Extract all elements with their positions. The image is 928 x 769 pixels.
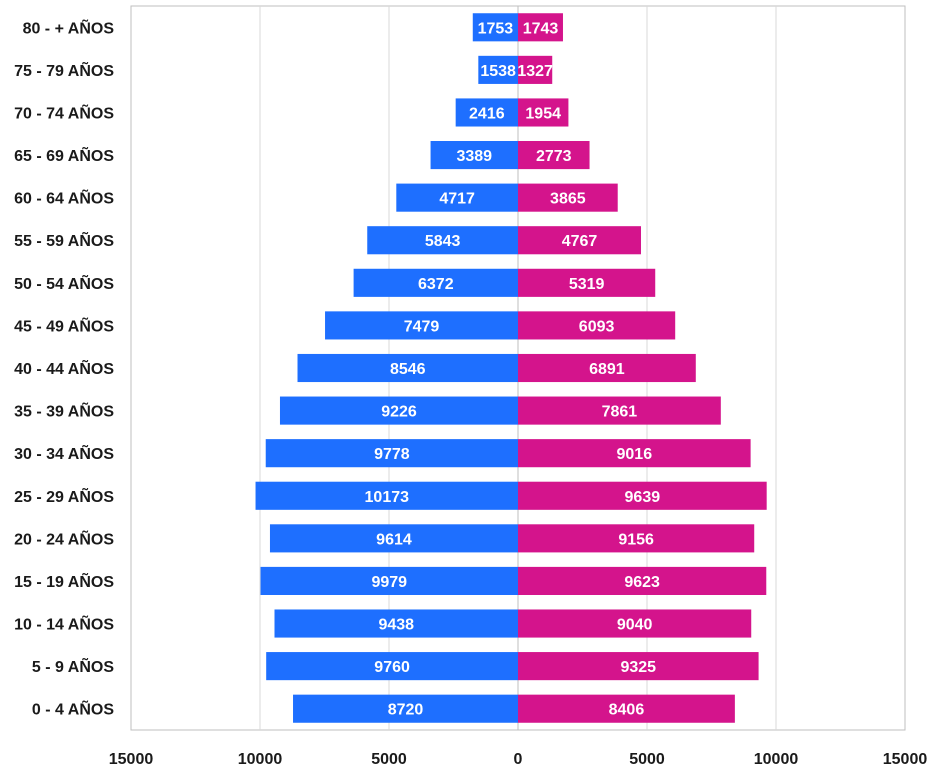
category-label-16: 0 - 4 AÑOS: [32, 699, 114, 719]
bar-left-7: [325, 311, 518, 340]
data-label-left-16: 8720: [388, 702, 424, 719]
bar-right-8: [518, 353, 696, 383]
data-label-left-13: 9979: [371, 574, 407, 591]
bar-left-5: [367, 226, 518, 255]
data-label-right-14: 9040: [617, 617, 653, 634]
bar-right-7: [518, 311, 676, 340]
bar-right-12: [518, 524, 755, 553]
data-label-right-10: 9016: [617, 446, 653, 463]
bar-right-0: [518, 13, 563, 42]
bar-left-6: [353, 268, 518, 297]
category-label-7: 45 - 49 AÑOS: [14, 315, 114, 335]
x-tick-label-6: 15000: [883, 751, 928, 768]
category-label-6: 50 - 54 AÑOS: [14, 273, 114, 293]
data-label-right-2: 1954: [525, 105, 561, 122]
bar-left-12: [269, 524, 518, 553]
grid-layer: [130, 5, 906, 731]
bar-left-13: [260, 566, 518, 595]
data-label-right-12: 9156: [618, 531, 654, 548]
bars-layer: [255, 13, 767, 723]
data-label-right-13: 9623: [624, 574, 660, 591]
bar-right-16: [518, 694, 735, 723]
data-label-left-8: 8546: [390, 361, 426, 378]
data-label-left-12: 9614: [376, 531, 412, 548]
data-label-left-15: 9760: [374, 659, 410, 676]
data-label-left-9: 9226: [381, 404, 417, 421]
category-label-10: 30 - 34 AÑOS: [14, 443, 114, 463]
data-label-left-2: 2416: [469, 105, 505, 122]
category-labels-layer: 80 - + AÑOS 75 - 79 AÑOS 70 - 74 AÑOS 65 - …: [14, 17, 114, 718]
x-tick-label-4: 5000: [629, 751, 665, 768]
bar-right-4: [518, 183, 618, 212]
bar-right-2: [518, 98, 569, 127]
bar-right-5: [518, 226, 641, 255]
bar-left-1: [478, 55, 518, 84]
bar-left-3: [430, 141, 518, 170]
bar-left-10: [265, 439, 518, 468]
data-label-left-4: 4717: [439, 191, 475, 208]
category-label-13: 15 - 19 AÑOS: [14, 571, 114, 591]
x-axis-tick-labels: 15000 10000 5000 0 5000 10000 15000: [109, 751, 928, 768]
bar-left-8: [297, 353, 518, 383]
data-label-left-14: 9438: [378, 617, 414, 634]
bar-left-0: [472, 13, 518, 42]
category-label-3: 65 - 69 AÑOS: [14, 145, 114, 165]
bar-right-14: [518, 609, 752, 638]
data-label-right-7: 6093: [579, 318, 615, 335]
category-label-11: 25 - 29 AÑOS: [14, 486, 114, 506]
bar-left-15: [266, 652, 518, 681]
bar-left-9: [279, 396, 518, 425]
x-tick-label-1: 10000: [238, 751, 283, 768]
category-label-5: 55 - 59 AÑOS: [14, 230, 114, 250]
data-label-left-7: 7479: [404, 318, 440, 335]
category-label-9: 35 - 39 AÑOS: [14, 401, 114, 421]
data-label-left-6: 6372: [418, 276, 454, 293]
data-label-left-0: 1753: [478, 20, 514, 37]
data-label-left-1: 1538: [480, 63, 516, 80]
bar-right-1: [518, 55, 553, 84]
data-label-left-11: 10173: [365, 489, 410, 506]
bar-right-13: [518, 566, 767, 595]
data-label-right-5: 4767: [562, 233, 598, 250]
category-label-12: 20 - 24 AÑOS: [14, 528, 114, 548]
bar-left-16: [293, 694, 518, 723]
x-tick-label-2: 5000: [371, 751, 407, 768]
x-tick-label-5: 10000: [754, 751, 799, 768]
bar-right-3: [518, 141, 590, 170]
bar-left-4: [396, 183, 518, 212]
bar-left-2: [455, 98, 518, 127]
data-label-right-0: 1743: [523, 20, 559, 37]
data-label-right-16: 8406: [609, 702, 645, 719]
data-label-right-1: 1327: [517, 63, 553, 80]
data-label-right-3: 2773: [536, 148, 572, 165]
data-labels-layer: 1753 1743 1538 1327 2416 1954 3389 2773 4717 3865…: [365, 20, 661, 718]
bar-right-10: [518, 439, 751, 468]
bar-right-6: [518, 268, 656, 297]
data-label-right-8: 6891: [589, 361, 625, 378]
data-label-right-15: 9325: [620, 659, 656, 676]
data-label-left-3: 3389: [456, 148, 492, 165]
bar-right-11: [518, 481, 767, 510]
category-label-8: 40 - 44 AÑOS: [14, 358, 114, 378]
data-label-left-10: 9778: [374, 446, 410, 463]
bar-left-14: [274, 609, 518, 638]
category-label-1: 75 - 79 AÑOS: [14, 60, 114, 80]
x-tick-label-0: 15000: [109, 751, 154, 768]
category-label-0: 80 - + AÑOS: [23, 17, 115, 37]
data-label-right-11: 9639: [625, 489, 661, 506]
category-label-2: 70 - 74 AÑOS: [14, 102, 114, 122]
category-label-15: 5 - 9 AÑOS: [32, 656, 114, 676]
data-label-right-6: 5319: [569, 276, 605, 293]
data-label-left-5: 5843: [425, 233, 461, 250]
data-label-right-4: 3865: [550, 191, 586, 208]
x-tick-label-3: 0: [514, 751, 523, 768]
data-label-right-9: 7861: [602, 404, 638, 421]
bar-left-11: [255, 481, 518, 510]
category-label-4: 60 - 64 AÑOS: [14, 188, 114, 208]
bar-right-15: [518, 652, 759, 681]
bar-right-9: [518, 396, 721, 425]
category-label-14: 10 - 14 AÑOS: [14, 614, 114, 634]
